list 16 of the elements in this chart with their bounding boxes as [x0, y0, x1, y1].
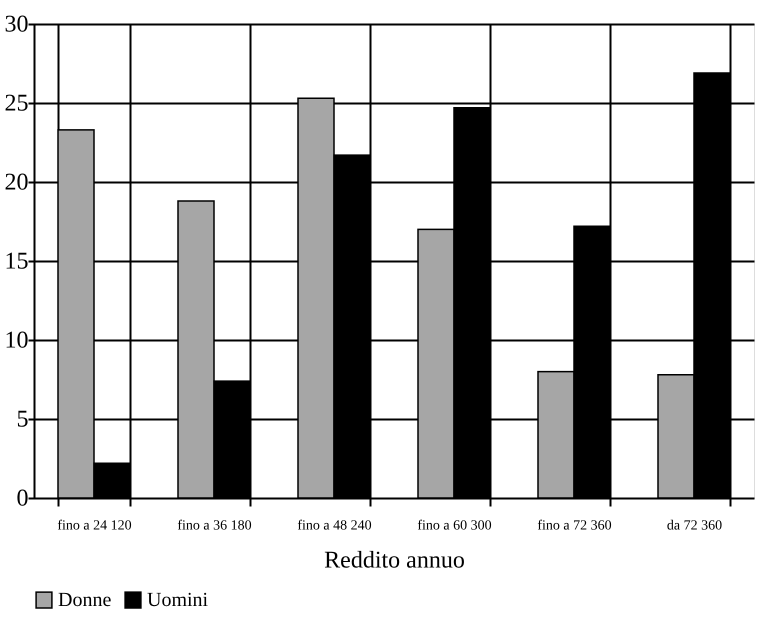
y-tick-label: 0	[16, 486, 28, 512]
x-tick-label: fino a 60 300	[417, 518, 492, 534]
legend-label: Uomini	[147, 589, 209, 612]
x-tick-label: fino a 72 360	[537, 518, 612, 534]
x-axis-title: Reddito annuo	[324, 548, 465, 574]
y-tick-label: 30	[4, 12, 28, 38]
y-tick-label: 20	[4, 170, 28, 196]
y-tick-label: 5	[16, 406, 28, 432]
y-tick-label: 15	[4, 248, 28, 274]
x-tick-label: fino a 48 240	[297, 518, 372, 534]
legend-label: Donne	[58, 589, 112, 612]
y-tick-label: 10	[4, 328, 28, 354]
x-tick-label: da 72 360	[666, 518, 722, 534]
x-tick-label: fino a 36 180	[177, 518, 252, 534]
y-tick-label: 25	[4, 90, 28, 116]
x-tick-label: fino a 24 120	[57, 518, 132, 534]
